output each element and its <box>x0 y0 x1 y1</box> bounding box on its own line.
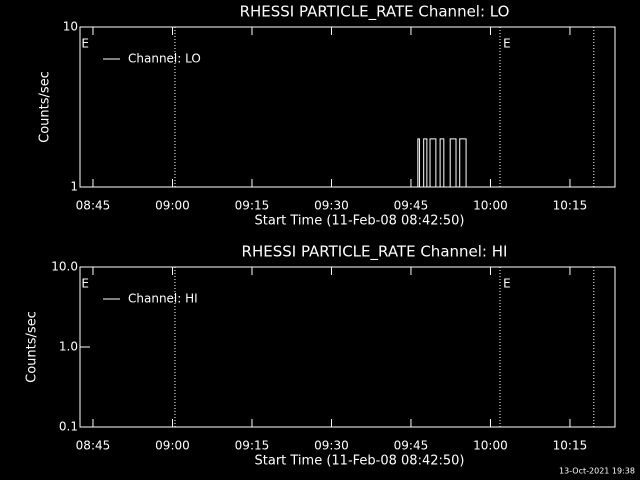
y-tick-label: 0.1 <box>59 420 78 434</box>
x-axis-label: Start Time (11-Feb-08 08:42:50) <box>255 214 465 229</box>
y-tick-label: 1 <box>70 180 78 194</box>
event-label: E <box>81 37 89 51</box>
x-axis-label: Start Time (11-Feb-08 08:42:50) <box>255 454 465 469</box>
data-line <box>416 138 470 188</box>
event-label: E <box>503 277 511 291</box>
x-tick-label: 09:00 <box>155 439 190 453</box>
plot-frame <box>79 26 616 188</box>
x-tick-label: 08:45 <box>76 199 111 213</box>
event-label: E <box>81 277 89 291</box>
y-axis-label: Counts/sec <box>25 311 40 383</box>
x-tick-label: 09:15 <box>235 199 270 213</box>
x-tick-label: 09:00 <box>155 199 190 213</box>
y-axis-label: Counts/sec <box>38 71 53 143</box>
y-tick-label: 1.0 <box>59 340 78 354</box>
timestamp: 13-Oct-2021 19:38 <box>559 467 635 476</box>
x-tick-label: 09:45 <box>394 439 429 453</box>
x-tick-label: 08:45 <box>76 439 111 453</box>
x-tick-label: 10:00 <box>473 199 508 213</box>
x-tick-label: 10:15 <box>553 439 588 453</box>
legend-label: Channel: HI <box>128 292 198 306</box>
x-tick-label: 09:45 <box>394 199 429 213</box>
x-tick-label: 10:15 <box>553 199 588 213</box>
x-tick-label: 09:30 <box>314 439 349 453</box>
event-label: E <box>503 37 511 51</box>
chart-title: RHESSI PARTICLE_RATE Channel: HI <box>242 243 508 262</box>
legend-label: Channel: LO <box>128 52 201 66</box>
x-tick-label: 09:30 <box>314 199 349 213</box>
x-tick-label: 09:15 <box>235 439 270 453</box>
y-tick-label: 10.0 <box>51 260 78 274</box>
x-tick-label: 10:00 <box>473 439 508 453</box>
chart-title: RHESSI PARTICLE_RATE Channel: LO <box>240 3 510 22</box>
y-tick-label: 10 <box>63 20 78 34</box>
